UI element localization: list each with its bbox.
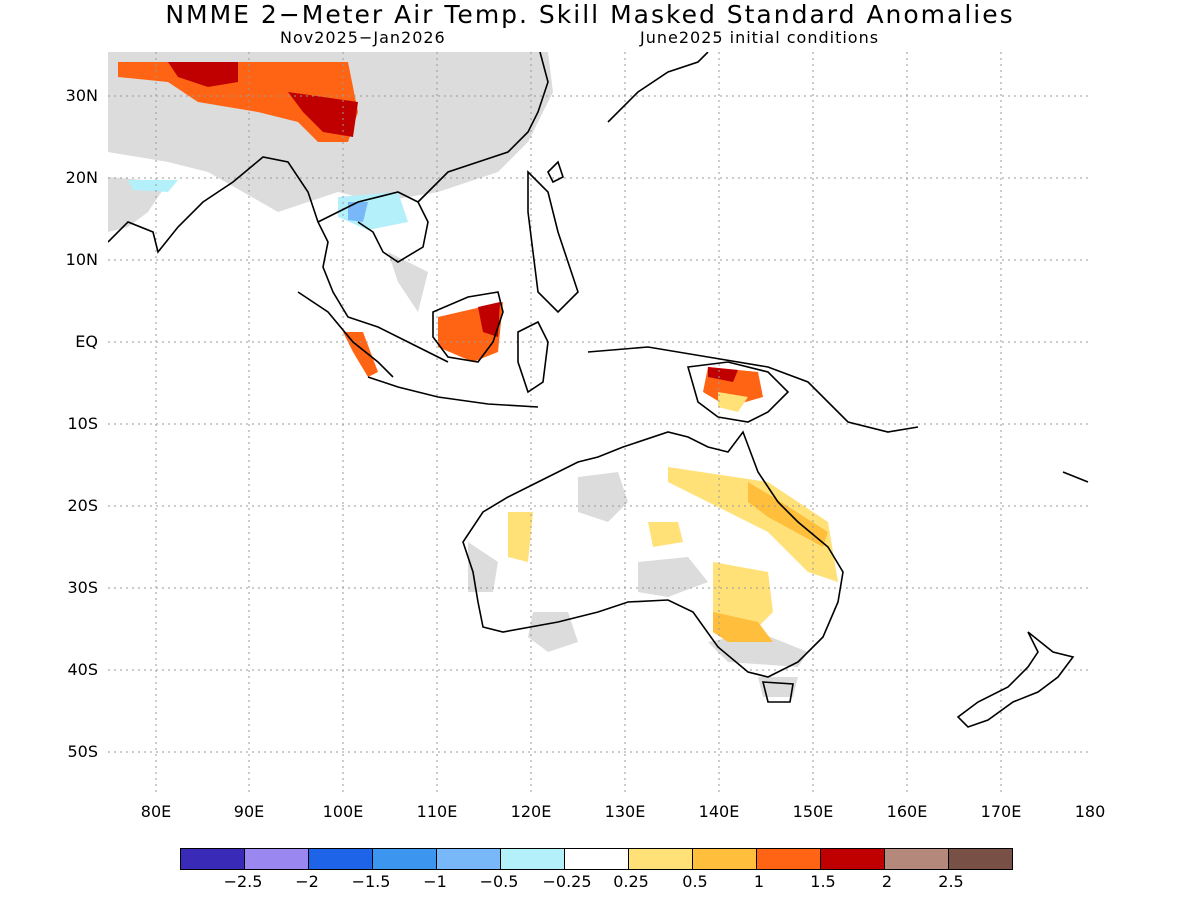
- legend-swatch: [949, 849, 1012, 869]
- lon-label-160e: 160E: [886, 802, 928, 821]
- lon-label-110e: 110E: [416, 802, 458, 821]
- legend-label: 0.25: [613, 872, 649, 891]
- legend-label: 2: [881, 872, 893, 891]
- lat-label-20n: 20N: [65, 168, 98, 187]
- lat-label-eq: EQ: [75, 332, 98, 351]
- legend-label: 0.5: [682, 872, 708, 891]
- lon-label-90e: 90E: [233, 802, 265, 821]
- lon-label-80e: 80E: [140, 802, 172, 821]
- lon-label-170e: 170E: [980, 802, 1022, 821]
- lon-label-120e: 120E: [510, 802, 552, 821]
- legend-swatch: [373, 849, 437, 869]
- legend-swatch: [821, 849, 885, 869]
- lat-label-40s: 40S: [67, 660, 98, 679]
- legend-label: −0.5: [479, 872, 519, 891]
- lon-label-130e: 130E: [604, 802, 646, 821]
- lat-label-10s: 10S: [67, 414, 98, 433]
- coastlines: [108, 52, 1089, 728]
- graticule: [108, 52, 1090, 795]
- legend-swatch: [885, 849, 949, 869]
- legend-label: 2.5: [938, 872, 964, 891]
- legend-swatch: [309, 849, 373, 869]
- legend-swatch: [437, 849, 501, 869]
- lat-label-20s: 20S: [67, 496, 98, 515]
- legend-label: 1: [753, 872, 765, 891]
- lon-label-100e: 100E: [322, 802, 364, 821]
- positive-anomalies: [118, 62, 838, 642]
- legend-label: 1.5: [810, 872, 836, 891]
- map-title: NMME 2−Meter Air Temp. Skill Masked Stan…: [165, 0, 1015, 29]
- legend-swatch: [629, 849, 693, 869]
- lat-label-30n: 30N: [65, 86, 98, 105]
- lat-label-10n: 10N: [65, 250, 98, 269]
- legend-swatch: [181, 849, 245, 869]
- color-legend-bar: [180, 848, 1013, 870]
- lon-label-180: 180: [1074, 802, 1106, 821]
- legend-swatch: [245, 849, 309, 869]
- lon-label-140e: 140E: [698, 802, 740, 821]
- legend-label: −1.5: [351, 872, 391, 891]
- forecast-period: Nov2025−Jan2026: [280, 28, 446, 47]
- legend-label: −2.5: [223, 872, 263, 891]
- lat-label-30s: 30S: [67, 578, 98, 597]
- legend-swatch: [693, 849, 757, 869]
- lat-label-50s: 50S: [67, 742, 98, 761]
- legend-swatch: [565, 849, 629, 869]
- lon-label-150e: 150E: [792, 802, 834, 821]
- initial-conditions: June2025 initial conditions: [640, 28, 880, 47]
- legend-label: −2: [295, 872, 319, 891]
- legend-label: −0.25: [542, 872, 592, 891]
- negative-anomalies: [128, 180, 408, 230]
- legend-label: −1: [423, 872, 447, 891]
- legend-swatch: [501, 849, 565, 869]
- legend-swatch: [757, 849, 821, 869]
- anomaly-map: [108, 52, 1090, 795]
